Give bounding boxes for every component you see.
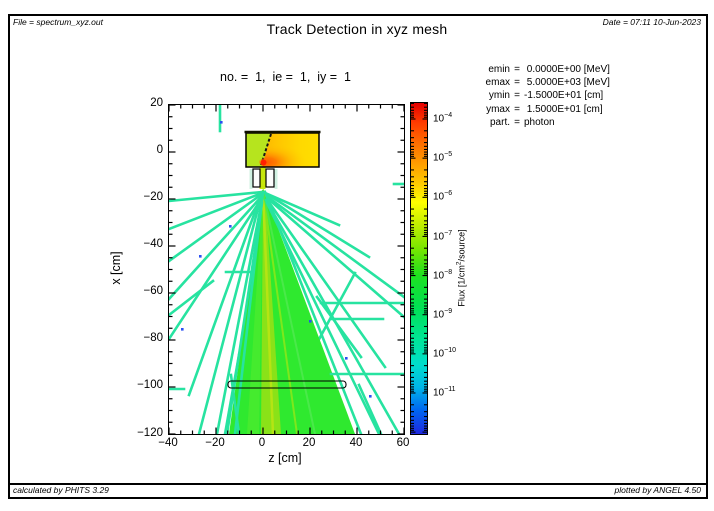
track-plot-area <box>168 104 405 435</box>
colorbar-tick-label: 10−8 <box>433 269 453 282</box>
param-eq: = <box>514 77 520 89</box>
y-tick-label: 0 <box>156 144 163 156</box>
footer-plotted-by: plotted by ANGEL 4.50 <box>614 485 701 495</box>
x-tick-label: 40 <box>349 437 363 449</box>
parameter-panel: emin = 0.0000E+00 [MeV] emax = 5.0000E+0… <box>474 63 610 129</box>
header-date-label: Date = 07:11 10-Jun-2023 <box>602 17 701 27</box>
page-frame <box>8 14 708 499</box>
param-key: part. <box>489 116 510 128</box>
colorbar-tick-label: 10−9 <box>433 308 453 321</box>
target-low-flux-zone <box>246 133 271 167</box>
param-eq: = <box>514 103 520 115</box>
target-block <box>244 130 321 168</box>
param-value: photon <box>524 116 555 128</box>
y-tick-label: −120 <box>137 427 163 439</box>
flux-hotspot <box>260 159 267 166</box>
param-key: emax <box>485 77 510 89</box>
beam-cone-streak <box>247 189 263 434</box>
colorbar-tick-label: 10−7 <box>433 230 453 243</box>
scattered-tracks-front <box>215 190 404 434</box>
page-title: Track Detection in xyz mesh <box>266 21 448 37</box>
param-value: 0.0000E+00 [MeV] <box>524 64 610 75</box>
colorbar-tick-label: 10−4 <box>433 112 453 125</box>
footer-calculated-by: calculated by PHITS 3.29 <box>13 485 109 495</box>
footer-separator-line <box>8 483 706 485</box>
param-value: 1.5000E+01 [cm] <box>524 103 603 115</box>
x-axis-label: z [cm] <box>268 451 302 465</box>
colorbar-tick-label: 10−5 <box>433 151 453 164</box>
colorbar-tick-label: 10−11 <box>433 386 456 399</box>
collimator-leak-left <box>249 169 253 189</box>
param-key: ymax <box>486 103 510 115</box>
colorbar-tick-label: 10−10 <box>433 347 456 360</box>
x-tick-label: 20 <box>302 437 316 449</box>
colorbar-unit-label: Flux [1/cm2/source] <box>455 229 467 307</box>
scattered-tracks <box>169 105 404 434</box>
y-tick-label: 20 <box>150 97 163 109</box>
param-key: ymin <box>488 90 510 102</box>
param-key: emin <box>488 64 510 75</box>
colorbar-tick-label: 10−6 <box>433 190 453 203</box>
y-axis-label: x [cm] <box>109 251 123 285</box>
collimator-jaw-left <box>252 168 261 188</box>
y-tick-label: −20 <box>143 191 163 203</box>
colorbar-ticks <box>411 103 427 433</box>
header-file-label: File = spectrum_xyz.out <box>13 17 103 27</box>
y-tick-label: −60 <box>143 285 163 297</box>
param-eq: = <box>514 116 520 128</box>
x-tick-label: −40 <box>158 437 178 449</box>
colorbar-ticks-canvas <box>411 103 427 433</box>
plot-subtitle: no. = 1, ie = 1, iy = 1 <box>220 70 351 84</box>
track-plot-canvas <box>169 105 404 434</box>
x-tick-label: −20 <box>205 437 225 449</box>
param-eq: = <box>514 64 520 75</box>
param-eq: = <box>514 90 520 102</box>
y-tick-label: −80 <box>143 332 163 344</box>
primary-beam-channel <box>259 163 266 189</box>
detector-slab-outline <box>227 380 347 389</box>
axis-ticks <box>169 105 404 434</box>
flux-colorbar <box>410 102 428 435</box>
y-tick-label: −100 <box>137 379 163 391</box>
collimator-jaw-right <box>265 168 275 188</box>
x-tick-label: 60 <box>396 437 410 449</box>
param-value: 5.0000E+03 [MeV] <box>524 77 610 89</box>
x-tick-label: 0 <box>258 437 266 449</box>
y-tick-label: −40 <box>143 238 163 250</box>
param-value: -1.5000E+01 [cm] <box>524 90 604 102</box>
blue-track-dots <box>181 121 372 398</box>
beam-cone-streak-lines <box>261 189 316 434</box>
collimator-leak-right <box>274 169 278 189</box>
